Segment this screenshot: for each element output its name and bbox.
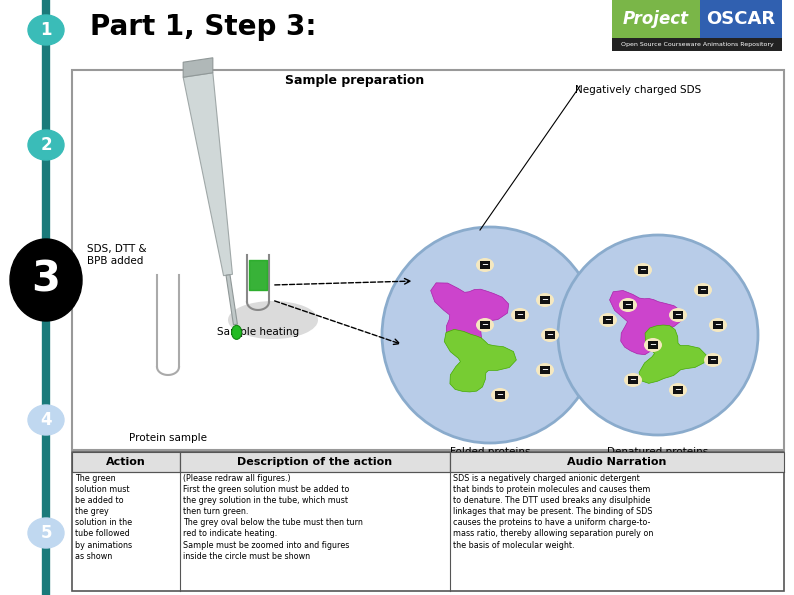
Text: −: − [546,330,553,340]
Polygon shape [183,58,213,77]
Text: 3: 3 [32,259,60,301]
Ellipse shape [624,373,642,387]
Text: Sample heating: Sample heating [217,327,299,337]
Polygon shape [430,283,509,352]
Ellipse shape [704,353,722,367]
Text: −: − [710,355,716,365]
Ellipse shape [28,130,64,160]
FancyBboxPatch shape [623,301,633,309]
Text: Open Source Courseware Animations Repository: Open Source Courseware Animations Reposi… [621,42,773,47]
FancyBboxPatch shape [628,376,638,384]
Ellipse shape [669,383,687,397]
Polygon shape [639,325,706,383]
Text: −: − [639,265,646,274]
FancyBboxPatch shape [72,70,784,450]
FancyBboxPatch shape [648,341,658,349]
Text: −: − [625,300,631,309]
Text: Denatured proteins
bound to SDS: Denatured proteins bound to SDS [607,447,708,469]
Text: −: − [700,286,707,295]
Ellipse shape [619,298,637,312]
Ellipse shape [541,328,559,342]
Text: Project: Project [623,10,689,28]
Text: 5: 5 [40,524,52,542]
FancyBboxPatch shape [673,386,683,394]
Text: 4: 4 [40,411,52,429]
Text: −: − [630,375,637,384]
FancyBboxPatch shape [495,391,505,399]
Ellipse shape [476,258,494,272]
FancyBboxPatch shape [698,286,708,294]
Ellipse shape [644,338,662,352]
Text: −: − [674,311,681,320]
FancyBboxPatch shape [540,366,550,374]
FancyBboxPatch shape [180,452,450,472]
Polygon shape [183,73,233,275]
FancyBboxPatch shape [638,266,648,274]
FancyBboxPatch shape [545,331,555,339]
Text: 2: 2 [40,136,52,154]
Text: Audio Narration: Audio Narration [567,457,667,467]
Polygon shape [610,290,682,355]
Text: Folded proteins: Folded proteins [449,447,530,457]
Text: (Please redraw all figures.)
First the green solution must be added to
the grey : (Please redraw all figures.) First the g… [183,474,363,560]
Ellipse shape [28,15,64,45]
FancyBboxPatch shape [540,296,550,304]
Ellipse shape [28,405,64,435]
Ellipse shape [536,363,554,377]
FancyBboxPatch shape [72,452,784,591]
Ellipse shape [634,263,652,277]
Text: Sample preparation: Sample preparation [285,74,425,87]
Text: −: − [481,321,488,330]
FancyBboxPatch shape [700,0,782,38]
Text: Action: Action [106,457,146,467]
Ellipse shape [694,283,712,297]
FancyBboxPatch shape [708,356,718,364]
Text: −: − [496,390,503,399]
Text: SDS is a negatively charged anionic detergent
that binds to protein molecules an: SDS is a negatively charged anionic dete… [453,474,653,550]
Text: −: − [715,321,722,330]
Text: Description of the action: Description of the action [237,457,392,467]
Text: OSCAR: OSCAR [707,10,776,28]
Text: The green
solution must
be added to
the grey
solution in the
tube followed
by an: The green solution must be added to the … [75,474,132,560]
Ellipse shape [491,388,509,402]
Text: 1: 1 [40,21,52,39]
Text: −: − [542,365,549,374]
Text: −: − [649,340,657,349]
FancyBboxPatch shape [72,452,180,472]
FancyBboxPatch shape [515,311,525,319]
Text: Protein sample: Protein sample [129,433,207,443]
Polygon shape [226,275,237,325]
Ellipse shape [669,308,687,322]
Text: −: − [604,315,611,324]
Text: Negatively charged SDS: Negatively charged SDS [575,85,701,95]
FancyBboxPatch shape [673,311,683,319]
Ellipse shape [536,293,554,307]
FancyBboxPatch shape [713,321,723,329]
Ellipse shape [232,325,241,339]
Text: SDS, DTT &
BPB added: SDS, DTT & BPB added [87,244,147,266]
Text: −: − [542,296,549,305]
Polygon shape [445,330,516,392]
Text: −: − [674,386,681,394]
Circle shape [382,227,598,443]
Ellipse shape [28,518,64,548]
Ellipse shape [511,308,529,322]
Text: −: − [481,261,488,270]
FancyBboxPatch shape [612,0,700,38]
Ellipse shape [709,318,727,332]
FancyBboxPatch shape [480,261,490,269]
FancyBboxPatch shape [612,38,782,51]
Text: −: − [517,311,523,320]
FancyBboxPatch shape [450,452,784,472]
Ellipse shape [10,239,82,321]
Text: Part 1, Step 3:: Part 1, Step 3: [90,13,317,41]
Ellipse shape [228,301,318,339]
FancyBboxPatch shape [480,321,490,329]
Ellipse shape [599,313,617,327]
FancyBboxPatch shape [603,316,613,324]
Circle shape [558,235,758,435]
Ellipse shape [476,318,494,332]
